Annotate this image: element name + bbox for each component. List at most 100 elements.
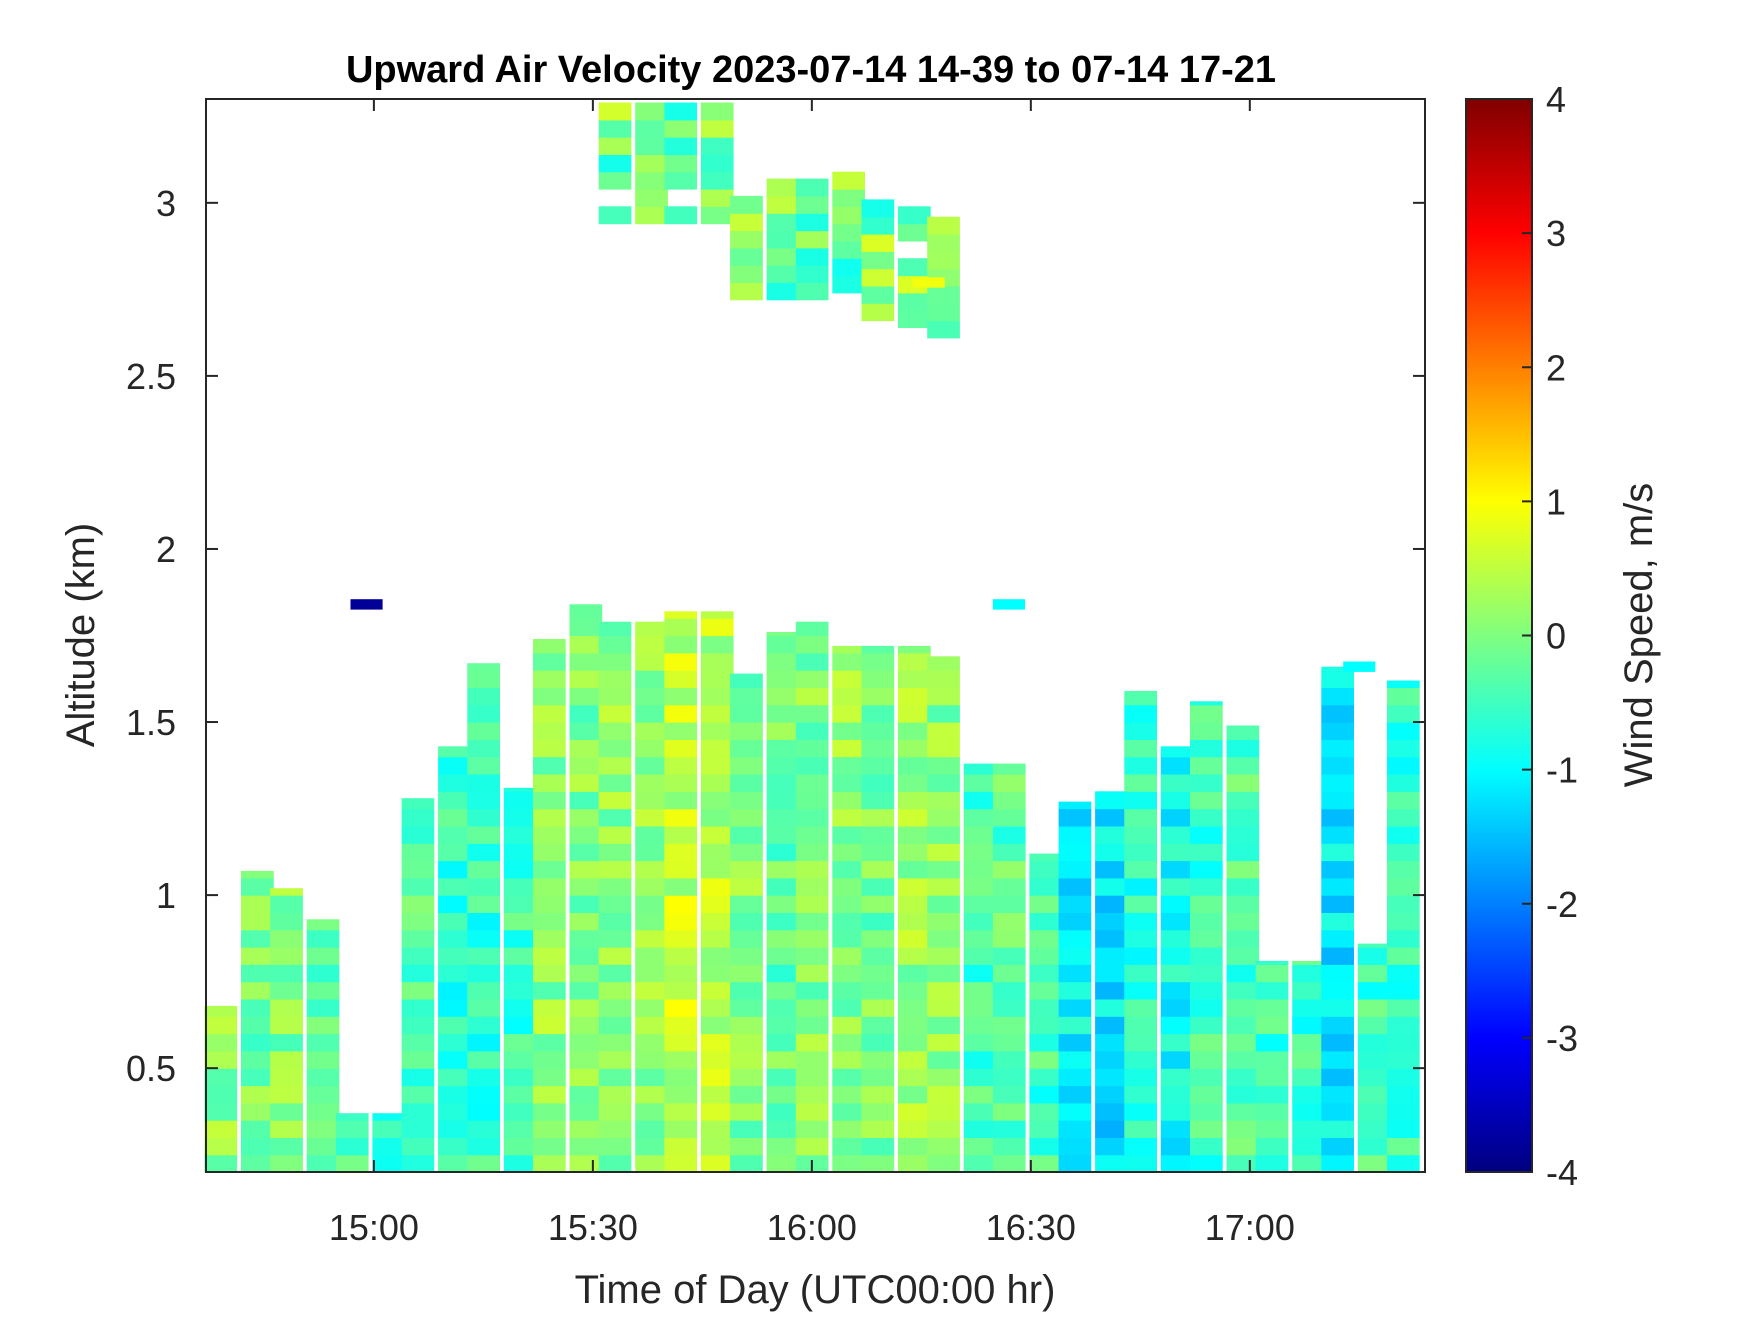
heatmap-cell <box>1292 998 1325 1017</box>
heatmap-cell <box>598 1050 632 1069</box>
heatmap-cell <box>1160 912 1194 931</box>
heatmap-cell <box>1160 746 1194 758</box>
heatmap-cell <box>1321 947 1354 965</box>
heatmap-cell <box>598 998 632 1017</box>
heatmap-cell <box>598 1085 632 1104</box>
heatmap-cell <box>401 1085 435 1104</box>
heatmap-cell <box>1095 791 1128 810</box>
heatmap-cell <box>569 947 603 965</box>
heatmap-cell <box>1357 964 1391 983</box>
heatmap-cell <box>467 670 500 688</box>
heatmap-cell <box>898 877 931 896</box>
heatmap-cell <box>766 635 800 654</box>
heatmap-cell <box>898 791 931 810</box>
heatmap-cell <box>635 687 668 706</box>
heatmap-cell <box>861 670 895 688</box>
heatmap-cell <box>1190 774 1223 792</box>
heatmap-cell <box>861 774 895 792</box>
heatmap-cell <box>832 1120 865 1138</box>
heatmap-cell <box>503 1085 537 1104</box>
heatmap-cell <box>927 756 960 775</box>
heatmap-cell <box>635 102 668 121</box>
heatmap-cell <box>503 895 537 913</box>
heatmap-cell <box>569 687 603 706</box>
heatmap-cell <box>832 912 865 931</box>
heatmap-cell <box>700 791 734 810</box>
heatmap-cell <box>1124 895 1157 913</box>
heatmap-cell <box>1387 722 1420 740</box>
heatmap-cell <box>1321 739 1354 758</box>
heatmap-cell <box>1255 981 1289 1000</box>
heatmap-cell <box>992 912 1026 931</box>
heatmap-cell <box>533 1068 566 1087</box>
heatmap-cell <box>1321 1137 1354 1156</box>
heatmap-cell <box>401 798 435 810</box>
heatmap-cell <box>700 912 734 931</box>
heatmap-cell <box>927 739 960 758</box>
heatmap-cell <box>533 1033 566 1052</box>
heatmap-cell <box>992 877 1026 896</box>
heatmap-cell <box>1124 756 1157 775</box>
heatmap-cell <box>598 895 632 913</box>
heatmap-cell <box>1226 877 1260 896</box>
heatmap-cell <box>598 877 632 896</box>
heatmap-cell <box>1095 808 1128 827</box>
heatmap-cell <box>766 739 800 758</box>
heatmap-cell <box>598 154 632 173</box>
heatmap-cell <box>795 213 829 232</box>
heatmap-cell <box>1387 1120 1420 1138</box>
heatmap-cell <box>927 860 960 879</box>
heatmap-cell <box>438 756 471 775</box>
heatmap-cell <box>467 774 500 792</box>
heatmap-cell <box>598 756 632 775</box>
heatmap-cell <box>598 964 632 983</box>
heatmap-cell <box>766 912 800 931</box>
heatmap-cell <box>1160 1120 1194 1138</box>
heatmap-cell <box>1387 843 1420 862</box>
heatmap-cell <box>664 877 698 896</box>
heatmap-cell <box>861 825 895 844</box>
heatmap-cell <box>730 895 763 913</box>
heatmap-cell <box>927 234 960 252</box>
heatmap-cell <box>927 722 960 740</box>
heatmap-cell <box>533 739 566 758</box>
heatmap-cell <box>270 1154 303 1173</box>
heatmap-cell <box>598 929 632 948</box>
heatmap-cell <box>1190 722 1223 740</box>
heatmap-cell <box>438 791 471 810</box>
heatmap-cell <box>730 825 763 844</box>
heatmap-cell <box>533 947 566 965</box>
heatmap-cell <box>861 964 895 983</box>
heatmap-cell <box>730 1137 763 1156</box>
heatmap-cell <box>927 808 960 827</box>
heatmap-cell <box>730 929 763 948</box>
heatmap-cell <box>1095 1068 1128 1087</box>
heatmap-cell <box>832 1154 865 1173</box>
heatmap-cell <box>766 632 800 637</box>
heatmap-cell <box>1190 912 1223 931</box>
heatmap-cell <box>927 912 960 931</box>
heatmap-cell <box>635 652 668 671</box>
heatmap-cell <box>1226 1154 1260 1173</box>
heatmap-cell <box>992 843 1026 862</box>
heatmap-cell <box>533 774 566 792</box>
heatmap-cell <box>766 178 800 197</box>
heatmap-cell <box>795 635 829 654</box>
heatmap-cell <box>598 774 632 792</box>
heatmap-cell <box>1058 981 1092 1000</box>
heatmap-cell <box>635 137 668 155</box>
heatmap-cell <box>766 860 800 879</box>
heatmap-cell <box>1190 825 1223 844</box>
heatmap-cell <box>927 285 960 304</box>
heatmap-cell <box>241 870 274 879</box>
heatmap-cell <box>832 981 865 1000</box>
heatmap-cell <box>1321 670 1354 688</box>
heatmap-cell <box>898 808 931 827</box>
heatmap-cell <box>898 843 931 862</box>
heatmap-cell <box>766 825 800 844</box>
heatmap-cell <box>1387 1068 1420 1087</box>
heatmap-cell <box>700 611 734 619</box>
heatmap-cell <box>700 1085 734 1104</box>
heatmap-cell <box>1029 877 1063 896</box>
heatmap-cell <box>1124 1085 1157 1104</box>
